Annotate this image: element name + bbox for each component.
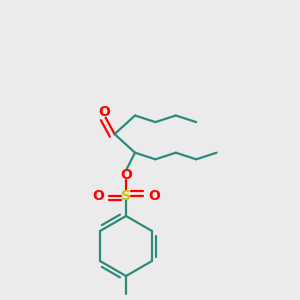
Text: S: S bbox=[121, 189, 131, 202]
Text: O: O bbox=[148, 189, 160, 202]
Text: O: O bbox=[120, 168, 132, 182]
Text: O: O bbox=[92, 189, 104, 202]
Text: O: O bbox=[98, 105, 110, 119]
